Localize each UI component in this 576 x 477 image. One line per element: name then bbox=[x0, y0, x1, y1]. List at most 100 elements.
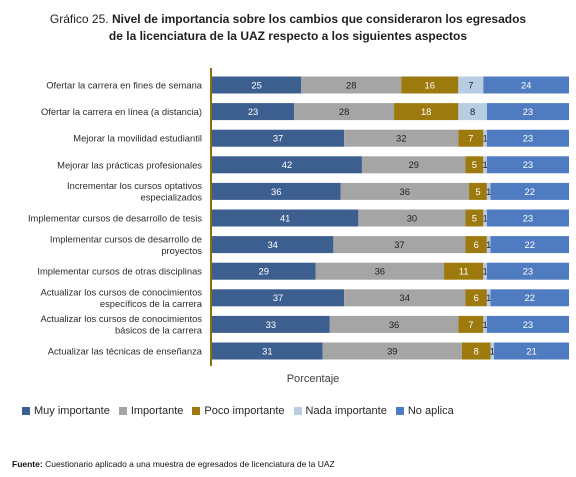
bar-segment bbox=[301, 76, 402, 94]
data-label: 1 bbox=[482, 133, 487, 144]
bar-segment bbox=[483, 262, 487, 280]
bar-segment bbox=[465, 156, 484, 174]
data-label: 1 bbox=[486, 239, 491, 250]
category-label: Actualizar los cursos de conocimientos bbox=[40, 287, 202, 298]
data-label: 22 bbox=[525, 186, 535, 197]
data-label: 29 bbox=[259, 266, 269, 277]
data-label: 37 bbox=[273, 292, 283, 303]
legend-item: Muy importante bbox=[22, 405, 110, 417]
legend-label: Importante bbox=[130, 405, 184, 417]
data-label: 34 bbox=[267, 239, 277, 250]
data-label: 21 bbox=[526, 345, 536, 356]
data-label: 22 bbox=[525, 292, 535, 303]
category-label: Actualizar los cursos de conocimientos bbox=[40, 313, 202, 324]
data-label: 1 bbox=[482, 266, 487, 277]
bar-segment bbox=[483, 315, 487, 333]
data-label: 18 bbox=[421, 106, 431, 117]
category-label: Mejorar la movilidad estudiantil bbox=[73, 133, 202, 144]
data-label: 23 bbox=[523, 106, 533, 117]
bar-segment bbox=[212, 262, 316, 280]
bar-segment bbox=[486, 182, 491, 200]
data-label: 23 bbox=[523, 266, 533, 277]
bar-segment bbox=[212, 103, 295, 121]
data-label: 1 bbox=[486, 292, 491, 303]
bar-segment bbox=[212, 315, 330, 333]
data-label: 41 bbox=[280, 212, 290, 223]
bar-segment bbox=[494, 342, 569, 360]
data-label: 7 bbox=[468, 133, 473, 144]
source-label: Fuente: bbox=[12, 459, 43, 469]
category-label: básicos de la carrera bbox=[115, 325, 203, 336]
category-label: específicos de la carrera bbox=[100, 298, 203, 309]
data-label: 23 bbox=[523, 133, 533, 144]
bar-segment bbox=[486, 315, 569, 333]
legend-item: Nada importante bbox=[293, 405, 387, 417]
data-label: 34 bbox=[400, 292, 410, 303]
chart-title-line2: de la licenciatura de la UAZ respecto a … bbox=[108, 29, 468, 43]
chart-title-line1: Gráfico 25. Nivel de importancia sobre l… bbox=[0, 11, 576, 28]
data-label: 1 bbox=[490, 345, 495, 356]
category-label: Actualizar las técnicas de enseñanza bbox=[48, 346, 203, 357]
data-label: 23 bbox=[523, 159, 533, 170]
chart-title-prefix: Gráfico 25. bbox=[49, 12, 109, 26]
bar-segment bbox=[340, 182, 470, 200]
legend-item: Importante bbox=[118, 405, 184, 417]
legend-swatch bbox=[118, 407, 127, 415]
data-label: 28 bbox=[346, 79, 356, 90]
data-label: 16 bbox=[425, 79, 435, 90]
bar-segment bbox=[212, 209, 359, 227]
data-label: 5 bbox=[475, 186, 480, 197]
bar-segment bbox=[465, 236, 487, 254]
bar-segment bbox=[458, 129, 484, 147]
data-label: 31 bbox=[262, 345, 272, 356]
data-label: 42 bbox=[282, 159, 292, 170]
bar-segment bbox=[212, 289, 345, 307]
data-label: 6 bbox=[474, 292, 479, 303]
bar-segment bbox=[212, 182, 341, 200]
bar-segment bbox=[486, 209, 569, 227]
bar-segment bbox=[294, 103, 395, 121]
source-note: Fuente: Cuestionario aplicado a una mues… bbox=[12, 459, 335, 469]
bar-segment bbox=[394, 103, 459, 121]
data-label: 1 bbox=[486, 186, 491, 197]
data-label: 23 bbox=[523, 319, 533, 330]
category-label: Implementar cursos de desarrollo de bbox=[50, 233, 202, 244]
bar-segment bbox=[469, 182, 487, 200]
legend-swatch bbox=[22, 407, 30, 415]
data-label: 5 bbox=[472, 212, 477, 223]
data-label: 36 bbox=[389, 319, 399, 330]
data-label: 7 bbox=[468, 319, 473, 330]
chart-title: Gráfico 25. Nivel de importancia sobre l… bbox=[0, 11, 576, 45]
data-label: 32 bbox=[396, 133, 406, 144]
bar-segment bbox=[333, 236, 466, 254]
category-label: Mejorar las prácticas profesionales bbox=[57, 159, 202, 170]
legend-swatch bbox=[395, 407, 404, 415]
bar-segment bbox=[486, 129, 569, 147]
bar-segment bbox=[212, 76, 302, 94]
bar-segment bbox=[315, 262, 445, 280]
category-label: proyectos bbox=[161, 245, 202, 256]
category-label: Implementar cursos de desarrollo de tesi… bbox=[28, 213, 202, 224]
data-label: 8 bbox=[470, 106, 475, 117]
bar-segment bbox=[458, 103, 487, 121]
bar-segment bbox=[344, 289, 466, 307]
bar-segment bbox=[322, 342, 462, 360]
legend-item: No aplica bbox=[395, 405, 454, 417]
bar-segment bbox=[486, 103, 569, 121]
data-label: 7 bbox=[468, 79, 473, 90]
data-label: 28 bbox=[339, 106, 349, 117]
data-label: 25 bbox=[251, 79, 261, 90]
data-label: 29 bbox=[408, 159, 418, 170]
data-label: 22 bbox=[525, 239, 535, 250]
bar-segment bbox=[358, 209, 466, 227]
data-label: 33 bbox=[266, 319, 276, 330]
data-label: 11 bbox=[459, 266, 469, 277]
bar-segment bbox=[212, 342, 323, 360]
bar-segment bbox=[490, 236, 569, 254]
bar-segment bbox=[483, 209, 487, 227]
data-label: 24 bbox=[521, 79, 531, 90]
legend-label: Poco importante bbox=[204, 405, 285, 417]
bar-segment bbox=[401, 76, 459, 94]
data-label: 1 bbox=[482, 159, 487, 170]
